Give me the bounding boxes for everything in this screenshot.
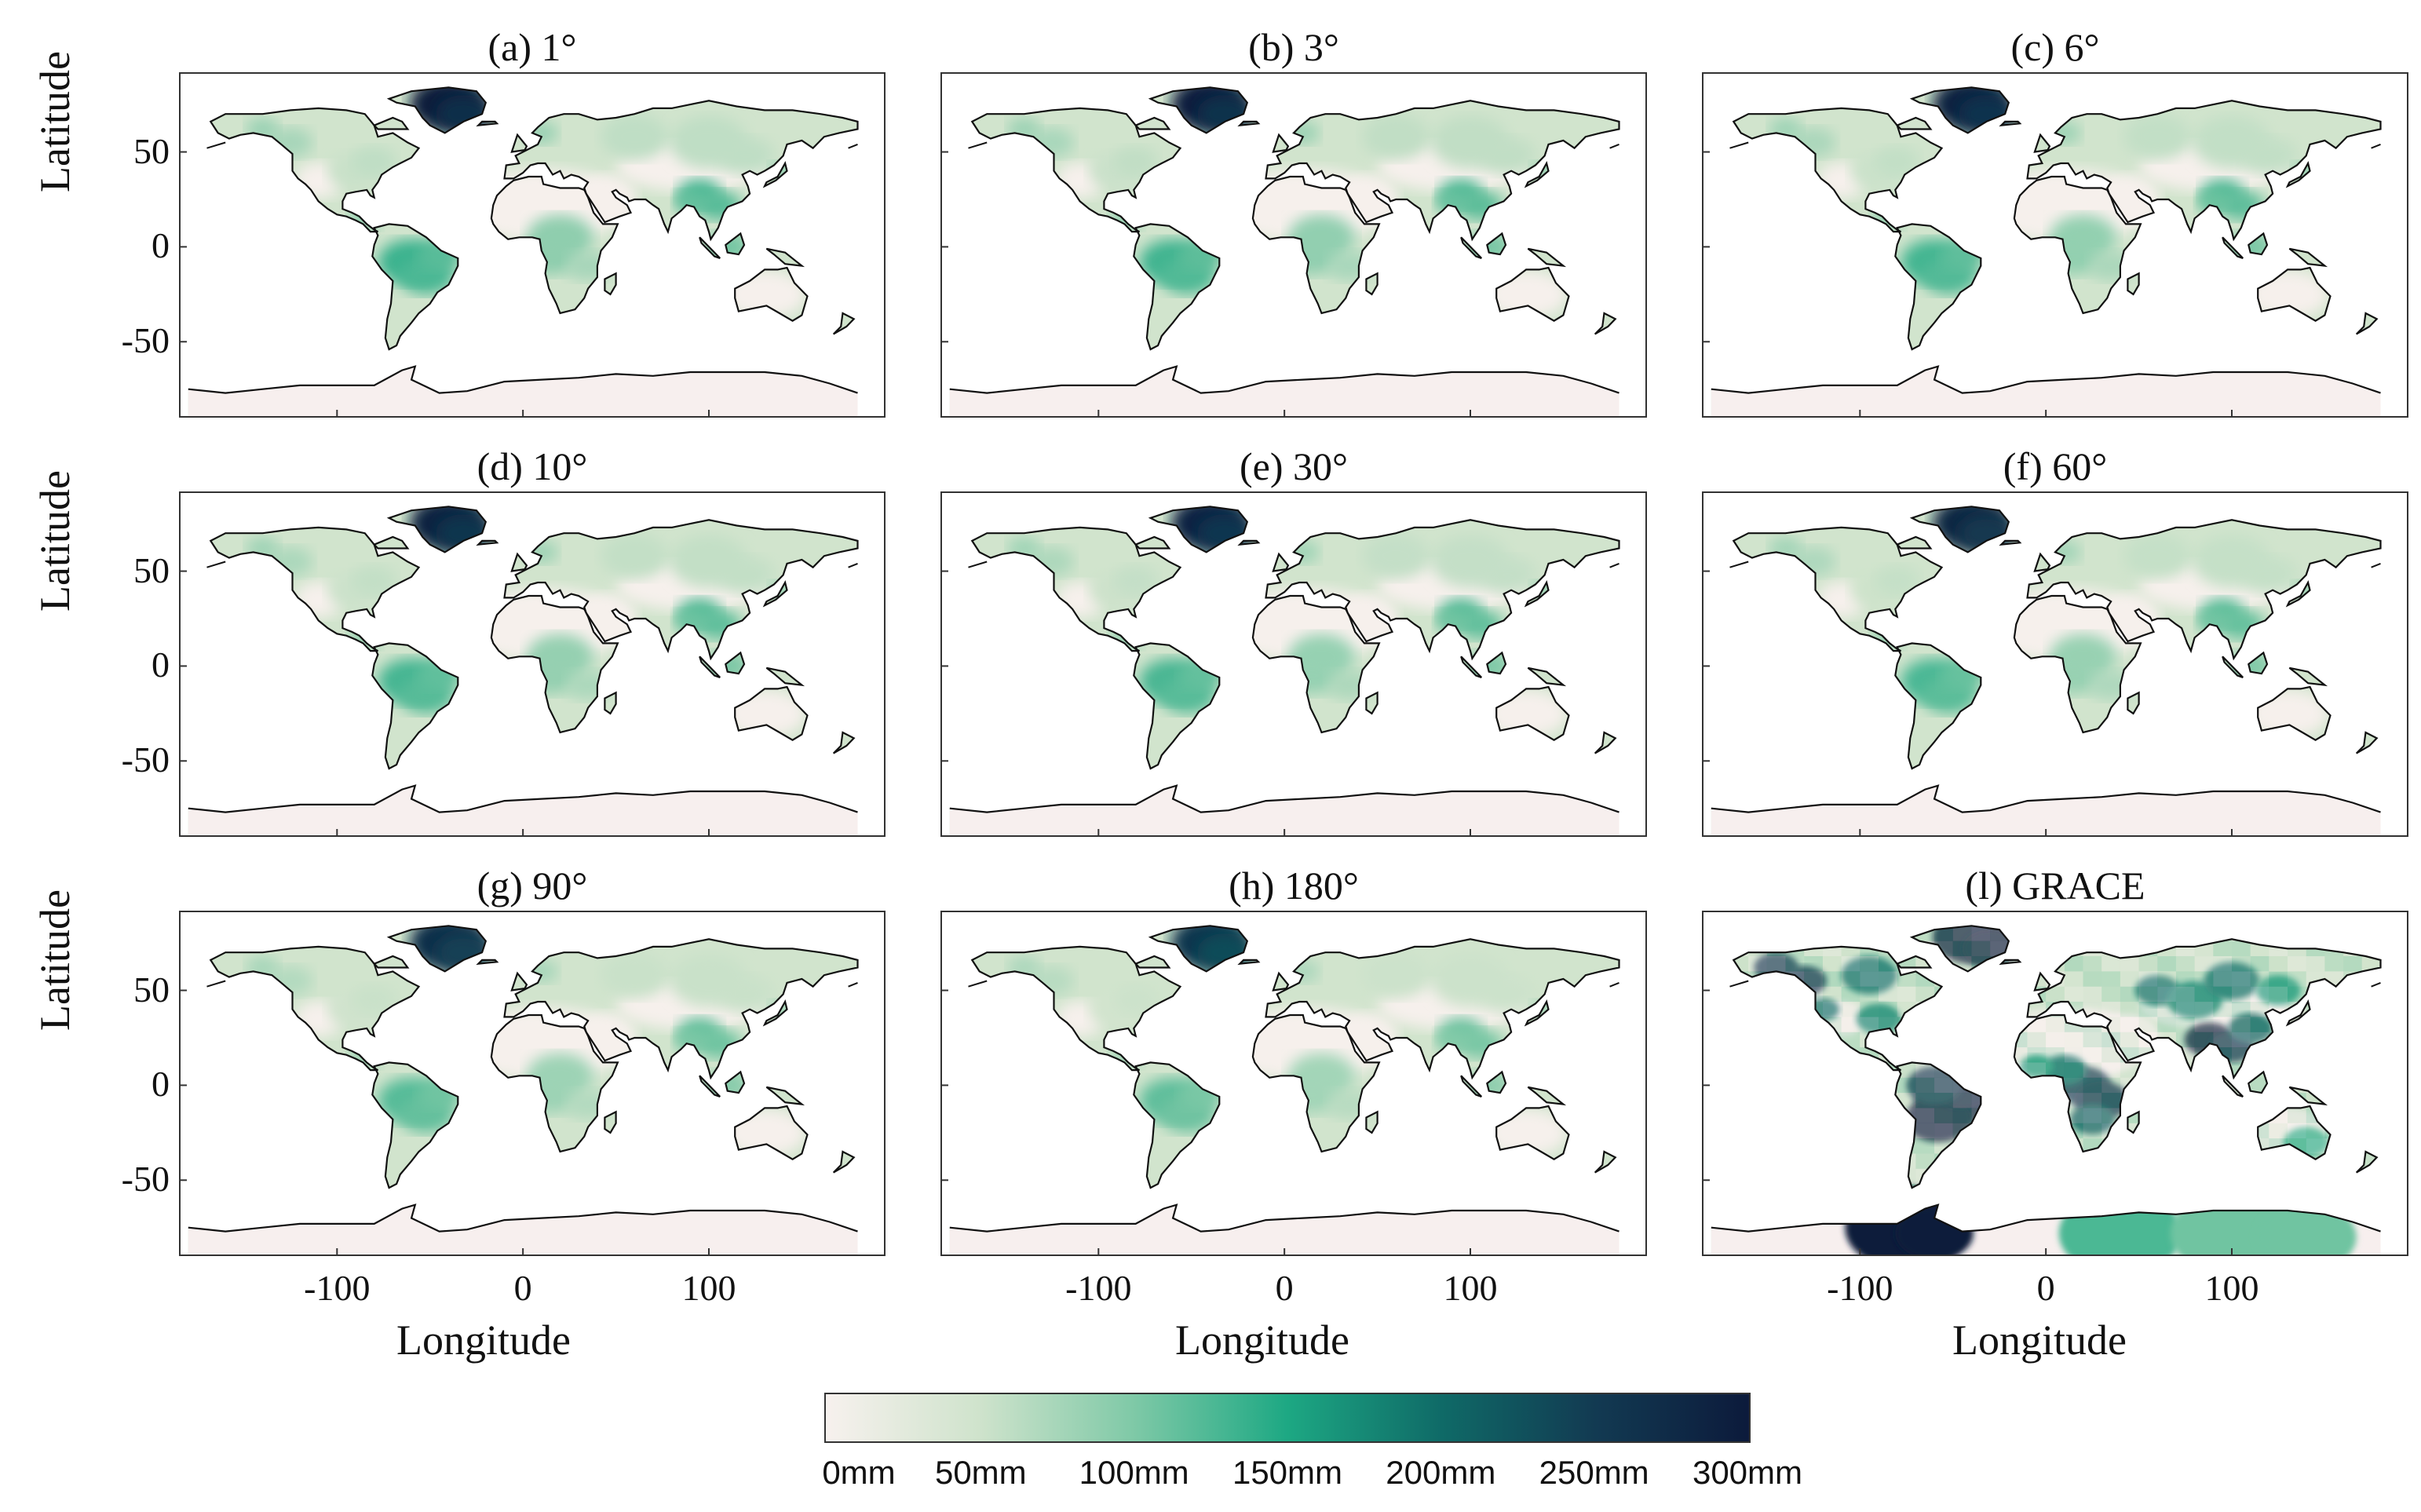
longitude-label-col1: Longitude [396, 1317, 571, 1364]
map-panel [940, 72, 1647, 418]
latitude-tick-label: -50 [121, 320, 170, 361]
panel-title: (g) 90° [477, 864, 588, 908]
longitude-tick-label: -100 [1065, 1268, 1132, 1308]
latitude-tick-label: 50 [133, 550, 170, 590]
latitude-tick-label: 0 [152, 645, 170, 685]
colorbar-tick-label: 50mm [934, 1454, 1027, 1491]
panel-title: (e) 30° [1240, 444, 1348, 488]
latitude-tick-label: -50 [121, 1159, 170, 1200]
latitude-label-row2: Latitude [31, 470, 79, 612]
latitude-tick-label: 0 [152, 225, 170, 266]
latitude-tick-label: -50 [121, 740, 170, 780]
latitude-label-row3: Latitude [31, 889, 79, 1031]
longitude-tick-label: 100 [2204, 1268, 2259, 1308]
map-panel [1702, 72, 2408, 418]
colorbar-tick-label: 250mm [1539, 1454, 1649, 1491]
longitude-tick-label: -100 [1827, 1268, 1893, 1308]
panel-title: (l) GRACE [1965, 864, 2145, 908]
longitude-tick-label: 100 [681, 1268, 736, 1308]
map-panel [1702, 911, 2408, 1256]
latitude-tick-label: 50 [133, 130, 170, 171]
panel-title: (h) 180° [1229, 864, 1359, 908]
longitude-tick-label: -100 [304, 1268, 371, 1308]
colorbar-tick-label: 100mm [1079, 1454, 1189, 1491]
longitude-tick-label: 100 [1443, 1268, 1498, 1308]
map-panel [179, 491, 886, 837]
colorbar-tick-label: 300mm [1692, 1454, 1803, 1491]
colorbar [824, 1393, 1751, 1443]
map-panel [179, 72, 886, 418]
panel-title: (f) 60° [2003, 444, 2108, 488]
colorbar-tick-label: 0mm [822, 1454, 896, 1491]
latitude-tick-label: 50 [133, 969, 170, 1010]
map-panel [940, 911, 1647, 1256]
panel-title: (c) 6° [2010, 25, 2100, 69]
longitude-tick-label: 0 [513, 1268, 532, 1308]
colorbar-tick-label: 150mm [1232, 1454, 1343, 1491]
panel-title: (d) 10° [477, 444, 588, 488]
longitude-label-col3: Longitude [1952, 1317, 2127, 1364]
longitude-label-col2: Longitude [1175, 1317, 1349, 1364]
map-panel [179, 911, 886, 1256]
map-panel [1702, 491, 2408, 837]
panel-title: (b) 3° [1248, 25, 1339, 69]
latitude-label-row1: Latitude [31, 51, 79, 192]
latitude-tick-label: 0 [152, 1064, 170, 1105]
longitude-tick-label: 0 [1275, 1268, 1294, 1308]
longitude-tick-label: 0 [2036, 1268, 2055, 1308]
map-panel [940, 491, 1647, 837]
panel-title: (a) 1° [487, 25, 577, 69]
colorbar-tick-label: 200mm [1386, 1454, 1496, 1491]
